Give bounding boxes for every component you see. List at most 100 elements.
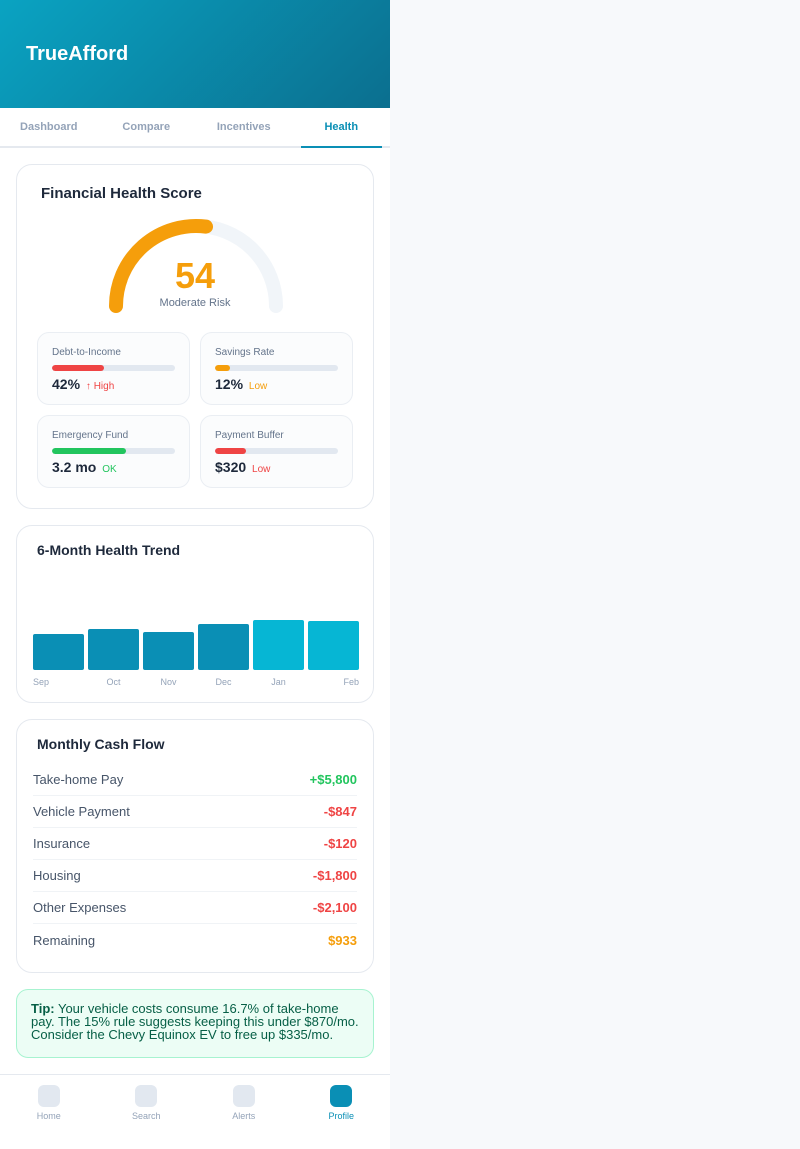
metric-payment-buffer: Payment Buffer $320 Low: [200, 415, 353, 488]
metric-value: 12%: [215, 376, 244, 392]
cash-flow-label: Housing: [33, 868, 81, 883]
metric-label: Emergency Fund: [52, 430, 129, 441]
cash-flow-label: Remaining: [33, 932, 96, 948]
cash-flow-amount: -$1,800: [312, 868, 357, 883]
search-icon[interactable]: [135, 1085, 158, 1107]
bar-dec: [198, 624, 249, 670]
bar-feb: [308, 621, 359, 670]
bar-nov: [143, 632, 194, 670]
bar-oct: [88, 629, 139, 670]
gauge-fill: [109, 219, 214, 313]
tip-banner: Tip: Your vehicle costs consume 16.7% of…: [16, 989, 374, 1058]
metrics-grid: Debt-to-Income 42% ↑ High Savings Rate 1…: [37, 332, 354, 488]
bar-jan: [253, 620, 304, 670]
metric-savings-rate: Savings Rate 12% Low: [200, 332, 353, 405]
tab-incentives[interactable]: Incentives: [216, 121, 271, 133]
nav-label: Alerts: [232, 1111, 256, 1121]
tab-dashboard[interactable]: Dashboard: [20, 121, 78, 133]
x-tick-label: Feb: [343, 677, 359, 687]
tab-bar: Dashboard Compare Incentives Health: [0, 108, 390, 148]
cash-flow-label: Vehicle Payment: [33, 804, 130, 819]
user-icon[interactable]: [330, 1085, 353, 1107]
cash-flow-amount: -$120: [323, 836, 357, 851]
health-score-title: Financial Health Score: [37, 185, 353, 202]
app-header: TrueAfford: [0, 0, 390, 108]
cash-flow-amount: +$5,800: [309, 772, 357, 787]
cash-flow-list: Take-home Pay +$5,800 Vehicle Payment -$…: [33, 764, 357, 956]
app-screen: TrueAfford Dashboard Compare Incentives …: [0, 0, 390, 1149]
metric-status: Low: [252, 464, 271, 475]
metric-bar-track: [52, 448, 175, 454]
bell-icon[interactable]: [232, 1085, 255, 1107]
metric-status: Low: [248, 381, 268, 392]
x-tick-label: Dec: [215, 677, 232, 687]
nav-alerts[interactable]: Alerts: [195, 1075, 293, 1149]
health-trend-title: 6-Month Health Trend: [33, 542, 357, 558]
nav-profile[interactable]: Profile: [293, 1075, 391, 1149]
metric-bar-track: [52, 365, 175, 371]
cash-flow-amount: $933: [328, 932, 357, 948]
metric-value-row: $320 Low: [215, 459, 338, 475]
health-trend-card: 6-Month Health Trend Sep Oct Nov Dec Jan Feb: [16, 525, 374, 703]
x-tick-label: Oct: [106, 677, 121, 687]
x-tick-label: Nov: [160, 677, 177, 687]
metric-value-row: 12% Low: [215, 376, 338, 392]
metric-bar-fill: [215, 365, 230, 371]
health-score-card: Financial Health Score 54 Moderate Risk …: [16, 164, 374, 509]
list-item: Remaining $933: [33, 924, 357, 956]
metric-value-row: 42% ↑ High: [52, 376, 175, 392]
home-icon[interactable]: [37, 1085, 60, 1107]
list-item: Other Expenses -$2,100: [33, 892, 357, 924]
metric-value: 3.2 mo: [52, 459, 97, 475]
gauge-svg: [109, 219, 283, 313]
health-trend-title-text: 6-Month Health Trend: [37, 542, 181, 558]
tip-text: Your vehicle costs consume 16.7% of take…: [31, 1001, 359, 1042]
nav-label: Home: [36, 1111, 61, 1121]
list-item: Insurance -$120: [33, 828, 357, 860]
metric-bar-fill: [52, 448, 126, 454]
nav-search[interactable]: Search: [98, 1075, 196, 1149]
cash-flow-amount: -$2,100: [312, 900, 357, 915]
brand[interactable]: TrueAfford: [20, 43, 128, 66]
metric-value: 42%: [52, 376, 81, 392]
cash-flow-label: Take-home Pay: [33, 772, 124, 787]
metric-bar-track: [215, 365, 338, 371]
app-title: TrueAfford: [26, 42, 129, 65]
trend-chart: Sep Oct Nov Dec Jan Feb: [33, 620, 359, 687]
tab-health[interactable]: Health: [293, 108, 391, 148]
metric-label: Savings Rate: [215, 347, 275, 358]
list-item: Vehicle Payment -$847: [33, 796, 357, 828]
metric-value: $320: [215, 459, 247, 475]
bar-sep: [33, 634, 84, 670]
metric-bar-fill: [52, 365, 104, 371]
score-gauge: 54 Moderate Risk: [17, 217, 373, 327]
tab-compare[interactable]: Compare: [122, 121, 171, 133]
metric-label: Payment Buffer: [215, 430, 284, 441]
nav-label: Search: [131, 1111, 161, 1121]
score-value: 54: [174, 255, 216, 296]
metric-value-row: 3.2 mo OK: [52, 459, 175, 475]
cash-flow-card: Monthly Cash Flow Take-home Pay +$5,800 …: [16, 719, 374, 973]
cash-flow-label: Insurance: [33, 836, 91, 851]
bottom-nav: Home Search Alerts Profile: [0, 1074, 390, 1149]
cash-flow-title: Monthly Cash Flow: [33, 736, 357, 752]
cash-flow-title-text: Monthly Cash Flow: [37, 736, 165, 752]
x-tick-label: Sep: [33, 677, 49, 687]
score-label: Moderate Risk: [159, 297, 231, 309]
x-tick-label: Jan: [271, 677, 286, 687]
metric-bar-track: [215, 448, 338, 454]
nav-home[interactable]: Home: [0, 1075, 98, 1149]
cash-flow-label: Other Expenses: [33, 900, 127, 915]
list-item: Take-home Pay +$5,800: [33, 764, 357, 796]
list-item: Housing -$1,800: [33, 860, 357, 892]
metric-bar-fill: [215, 448, 246, 454]
metric-status: OK: [102, 464, 117, 475]
metric-emergency-fund: Emergency Fund 3.2 mo OK: [37, 415, 190, 488]
cash-flow-amount: -$847: [323, 804, 357, 819]
health-score-title-text: Financial Health Score: [41, 185, 202, 202]
tip-label: Tip:: [31, 1001, 55, 1016]
nav-label: Profile: [328, 1111, 354, 1121]
metric-label: Debt-to-Income: [52, 347, 121, 358]
metric-status: ↑ High: [85, 381, 115, 392]
metric-debt-to-income: Debt-to-Income 42% ↑ High: [37, 332, 190, 405]
